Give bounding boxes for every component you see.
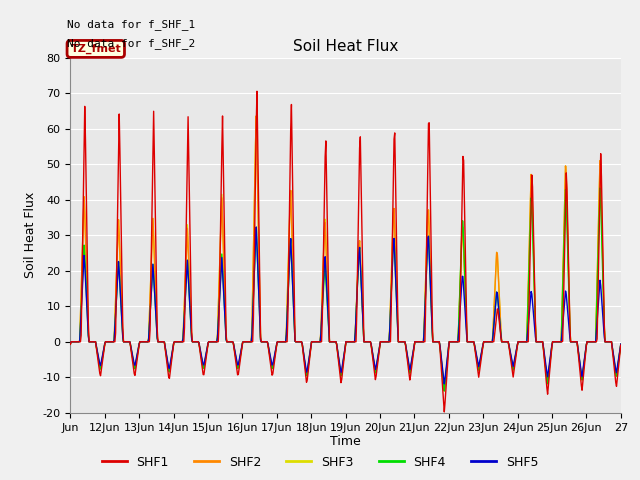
Title: Soil Heat Flux: Soil Heat Flux [293,39,398,54]
Text: No data for f_SHF_2: No data for f_SHF_2 [67,38,195,49]
Y-axis label: Soil Heat Flux: Soil Heat Flux [24,192,37,278]
X-axis label: Time: Time [330,435,361,448]
Legend: SHF1, SHF2, SHF3, SHF4, SHF5: SHF1, SHF2, SHF3, SHF4, SHF5 [97,451,543,474]
Text: No data for f_SHF_1: No data for f_SHF_1 [67,19,195,30]
Text: TZ_fmet: TZ_fmet [70,44,121,54]
